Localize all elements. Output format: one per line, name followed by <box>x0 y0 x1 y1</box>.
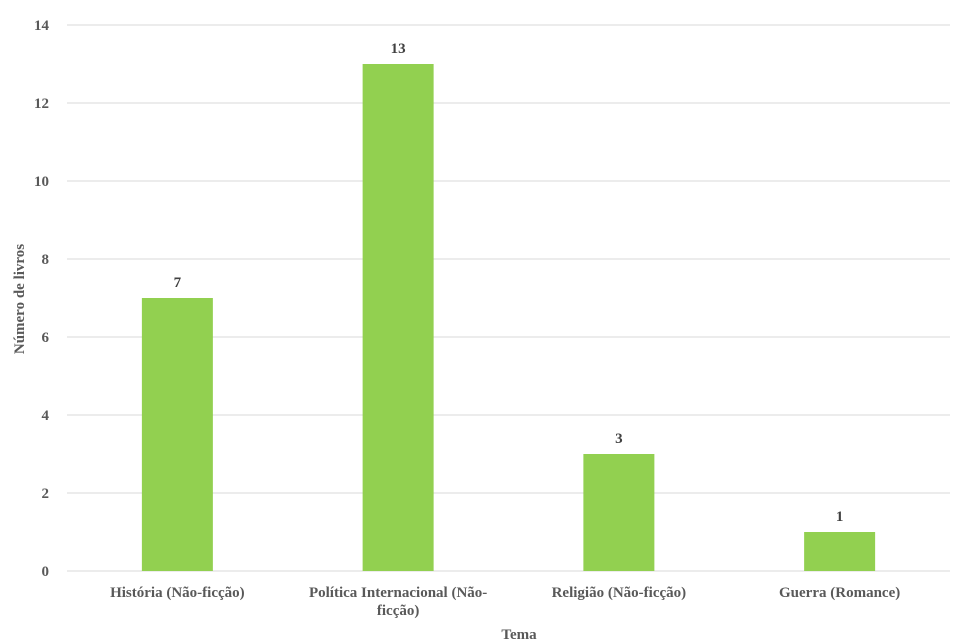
bars <box>141 64 876 571</box>
x-category-label-1: Política Internacional (Não-ficção) <box>309 585 487 619</box>
y-tick-label-0: 0 <box>42 564 50 580</box>
y-tick-label-10: 10 <box>34 174 49 190</box>
data-labels: 7 13 3 1 <box>174 41 844 525</box>
y-axis-ticks: 0 2 4 6 8 10 12 14 <box>34 18 50 580</box>
x-category-label-0: História (Não-ficção) <box>110 585 245 601</box>
y-tick-label-4: 4 <box>42 408 50 424</box>
bar-0 <box>141 298 213 571</box>
y-tick-label-6: 6 <box>42 330 50 346</box>
bar-1 <box>362 64 434 571</box>
y-tick-label-8: 8 <box>42 252 50 268</box>
y-tick-label-2: 2 <box>42 486 50 502</box>
gridlines <box>67 24 950 572</box>
data-label-2: 3 <box>615 431 623 447</box>
x-category-label-2: Religião (Não-ficção) <box>552 585 687 601</box>
x-category-label-3: Guerra (Romance) <box>779 585 900 601</box>
data-label-3: 1 <box>836 509 844 525</box>
bar-3 <box>804 532 876 571</box>
x-axis-title: Tema <box>501 627 537 643</box>
data-label-0: 7 <box>174 275 182 291</box>
data-label-1: 13 <box>391 41 406 57</box>
y-tick-label-14: 14 <box>34 18 50 34</box>
y-tick-label-12: 12 <box>34 96 49 112</box>
y-axis-title: Número de livros <box>12 244 28 354</box>
x-axis-categories: História (Não-ficção) Política Internacio… <box>110 585 900 619</box>
bar-2 <box>583 454 655 571</box>
